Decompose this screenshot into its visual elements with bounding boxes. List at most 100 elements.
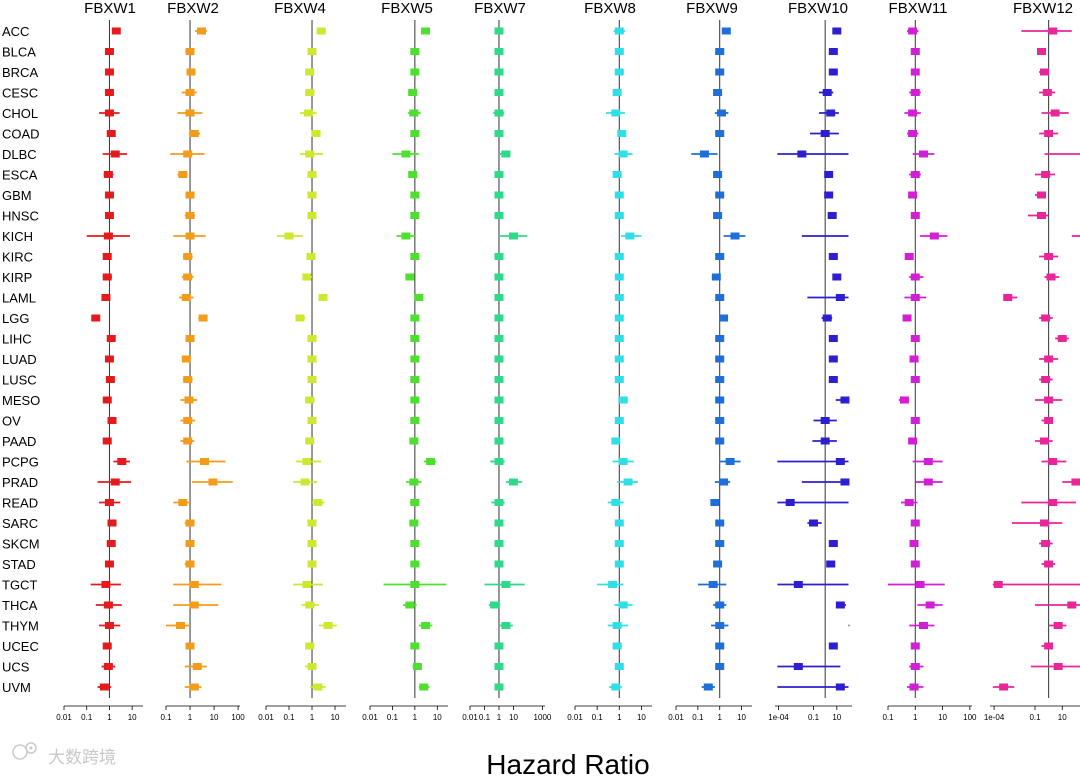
hr-marker-acc [421,27,431,35]
row-label-ov: OV [2,414,21,429]
hr-marker-meso [305,396,315,404]
hr-marker-paad [1040,437,1050,445]
hr-marker-paad [102,437,112,445]
hr-marker-lihc [614,335,624,342]
row-label-gbm: GBM [2,188,32,203]
hr-marker-ov [820,417,830,424]
hr-marker-prad [208,478,218,486]
x-tick-label: 10 [210,713,219,722]
x-tick-label: 0.1 [808,713,820,722]
hr-marker-cesc [185,89,195,96]
hr-marker-luad [828,355,838,363]
x-tick-label: 10 [832,713,841,722]
x-tick-label: 1 [913,713,918,722]
hr-marker-pcpg [200,458,210,465]
hr-marker-stad [104,560,114,568]
hr-marker-thca [189,601,199,609]
hr-marker-cesc [1042,89,1052,96]
x-tick-label: 10 [128,713,137,722]
watermark-logo-icon [12,742,37,760]
x-tick-label: 0.01 [462,713,478,722]
hr-marker-lgg [902,314,912,322]
hr-marker-ucec [1044,642,1054,650]
x-tick-label: 10 [737,713,746,722]
hr-marker-hnsc [410,212,420,219]
hr-marker-thca [835,601,845,609]
hr-marker-dlbc [501,150,511,158]
x-tick-label: 0.1 [1029,713,1041,722]
x-tick-label: 0.1 [387,713,399,722]
hr-marker-ucec [828,642,838,650]
hr-marker-ucs [494,663,504,670]
hr-marker-lgg [822,314,832,322]
hr-marker-pcpg [618,458,628,465]
x-axis-label: Hazard Ratio [486,749,649,777]
hr-marker-lgg [295,314,305,322]
hr-marker-ucs [793,663,803,670]
x-tick-label: 0.01 [56,713,72,722]
hr-marker-ov [183,417,193,424]
hr-marker-acc [721,27,731,35]
x-tick-label: 1 [617,713,622,722]
hr-marker-thym [1053,622,1063,629]
hr-marker-kirp [910,273,920,281]
hr-marker-ucec [715,642,725,650]
hr-marker-sarc [715,519,725,527]
hr-marker-kirp [832,273,842,281]
hr-marker-lgg [494,314,504,322]
hr-marker-lusc [715,376,725,383]
hr-marker-lgg [410,314,420,322]
hr-marker-lihc [494,335,504,342]
hr-marker-hnsc [713,212,723,219]
panel-title: FBXW5 [381,0,433,17]
hr-marker-laml [910,294,920,301]
hr-marker-coad [1044,130,1054,137]
hr-marker-sarc [185,519,195,527]
hr-marker-skcm [185,540,195,547]
hr-marker-thym [175,622,185,629]
hr-marker-paad [820,437,830,445]
hr-marker-brca [910,68,920,76]
hr-marker-kirp [102,273,112,281]
hr-marker-tgct [608,581,618,588]
hr-marker-chol [303,109,313,117]
hr-marker-meso [899,396,909,404]
row-label-skcm: SKCM [2,537,40,552]
row-label-dlbc: DLBC [2,147,37,162]
hr-marker-brca [104,68,114,76]
hr-marker-chol [104,109,114,117]
row-label-lusc: LUSC [2,373,37,388]
row-label-pcpg: PCPG [2,455,39,470]
hr-marker-coad [410,130,420,137]
hr-marker-blca [410,48,420,55]
hr-marker-skcm [1041,540,1051,547]
hr-marker-lusc [307,376,317,383]
hr-marker-ucs [307,663,317,670]
hr-marker-lgg [719,314,729,322]
hr-marker-luad [307,355,317,363]
hr-marker-cesc [104,89,114,96]
hr-marker-uvm [419,683,429,691]
hr-marker-kich [284,232,294,240]
hr-marker-prad [923,478,933,486]
hr-marker-stad [185,560,195,568]
row-label-blca: BLCA [2,45,36,60]
hr-marker-coad [189,130,199,137]
hr-marker-ucec [494,642,504,650]
hr-marker-thca [305,601,315,609]
hr-marker-lihc [1057,335,1067,342]
row-label-tgct: TGCT [2,578,37,593]
hr-marker-thym [323,622,333,629]
hr-marker-ucs [192,663,202,670]
hr-marker-ucs [910,663,920,670]
hr-marker-brca [186,68,196,76]
hr-marker-meso [102,396,112,404]
hr-marker-acc [1048,27,1058,35]
x-tick-label: 0.01 [258,713,274,722]
hr-marker-ov [307,417,317,424]
hr-marker-pcpg [302,458,312,465]
x-tick-label: 10 [331,713,340,722]
panel-title: FBXW9 [686,0,738,17]
hr-marker-chol [611,109,621,117]
panel-fbxw1: FBXW1 0.01 0.1 1 10 [56,0,143,722]
